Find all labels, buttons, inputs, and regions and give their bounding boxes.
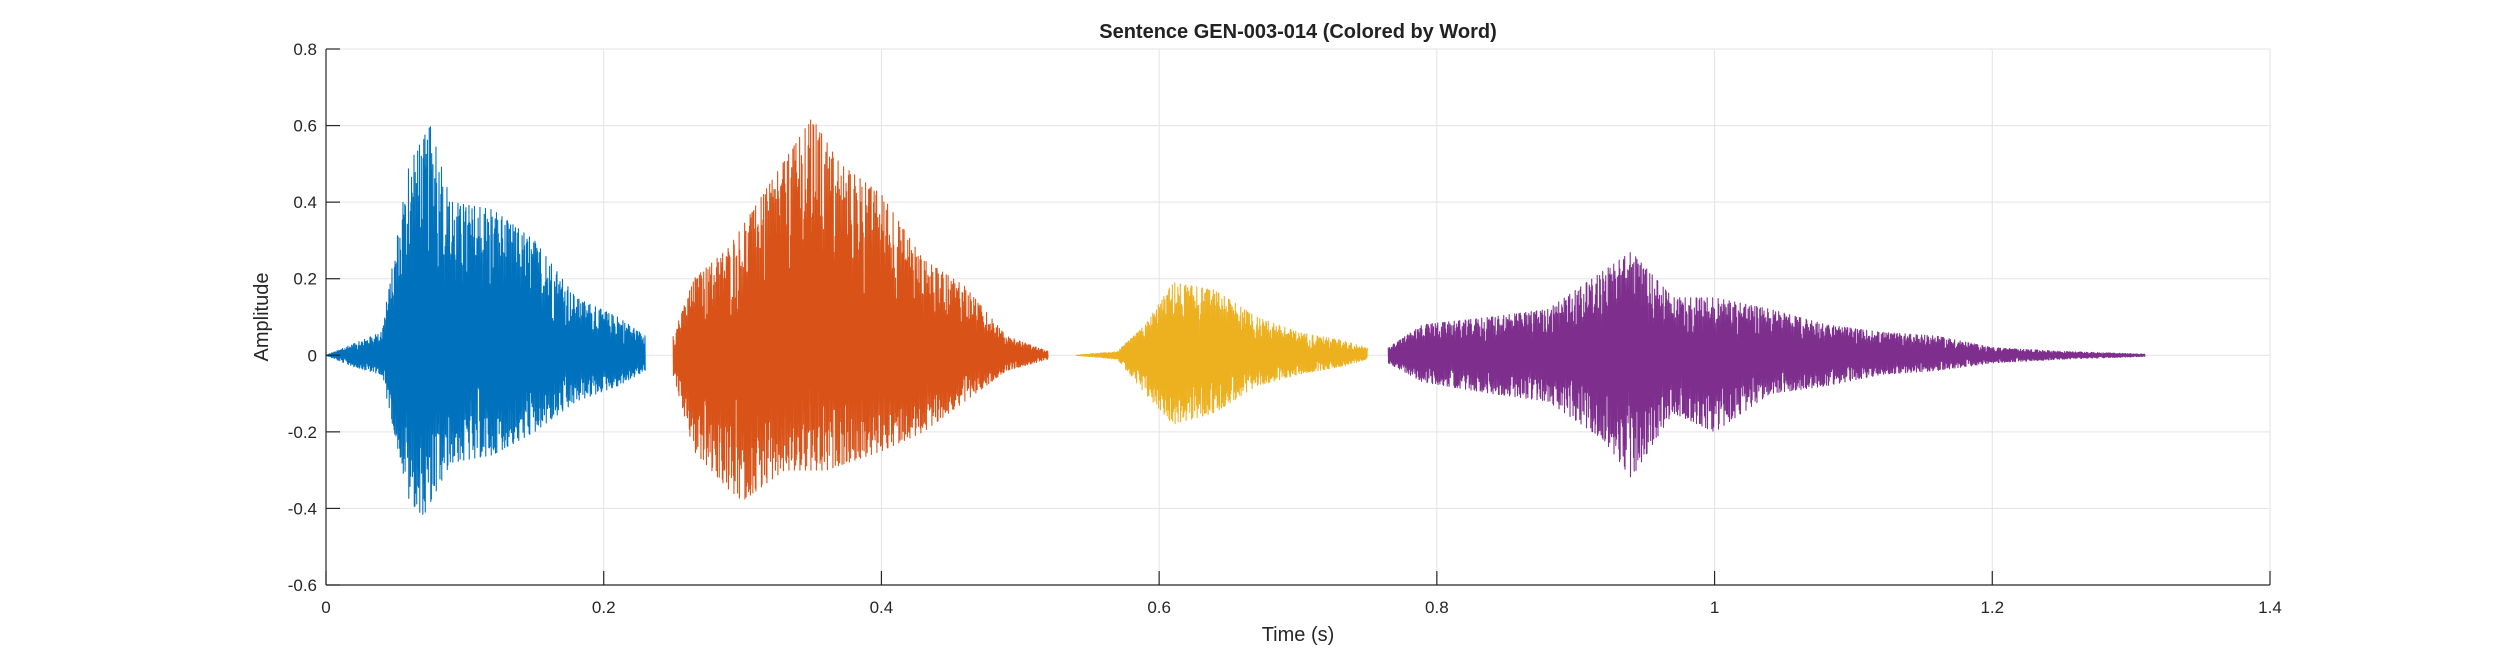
x-tick-label: 0 [321,598,330,617]
axes: 0 0.2 0.4 0.6 0.8 1 1.2 1.4 -0.6 -0.4 -0.2 0 0.2 0.4 0… [288,40,2282,617]
x-tick-label: 1.2 [1980,598,2004,617]
plot-area [326,49,2270,585]
x-tick-label: 0.8 [1425,598,1449,617]
y-tick-label: 0 [308,346,317,365]
x-tick-label: 1.4 [2258,598,2282,617]
y-tick-label: 0.2 [293,270,317,289]
x-tick-label: 0.4 [870,598,894,617]
series-line-1 [325,126,646,515]
y-tick-label: -0.4 [288,499,317,518]
x-tick-label: 0.6 [1147,598,1171,617]
y-tick-label: -0.2 [288,423,317,442]
series-line-3 [1075,282,1368,425]
y-tick-label: 0.4 [293,193,317,212]
x-tick-label: 1 [1710,598,1719,617]
series-line-2 [672,119,1049,500]
x-tick-label: 0.2 [592,598,616,617]
series-group [325,119,2146,515]
x-axis-label: Time (s) [1262,624,1335,646]
y-tick-label: -0.6 [288,576,317,595]
y-tick-label: 0.8 [293,40,317,59]
series-line-4 [1387,252,2146,478]
y-tick-label: 0.6 [293,117,317,136]
chart-title: Sentence GEN-003-014 (Colored by Word) [1099,21,1497,43]
y-axis-label: Amplitude [251,273,273,362]
